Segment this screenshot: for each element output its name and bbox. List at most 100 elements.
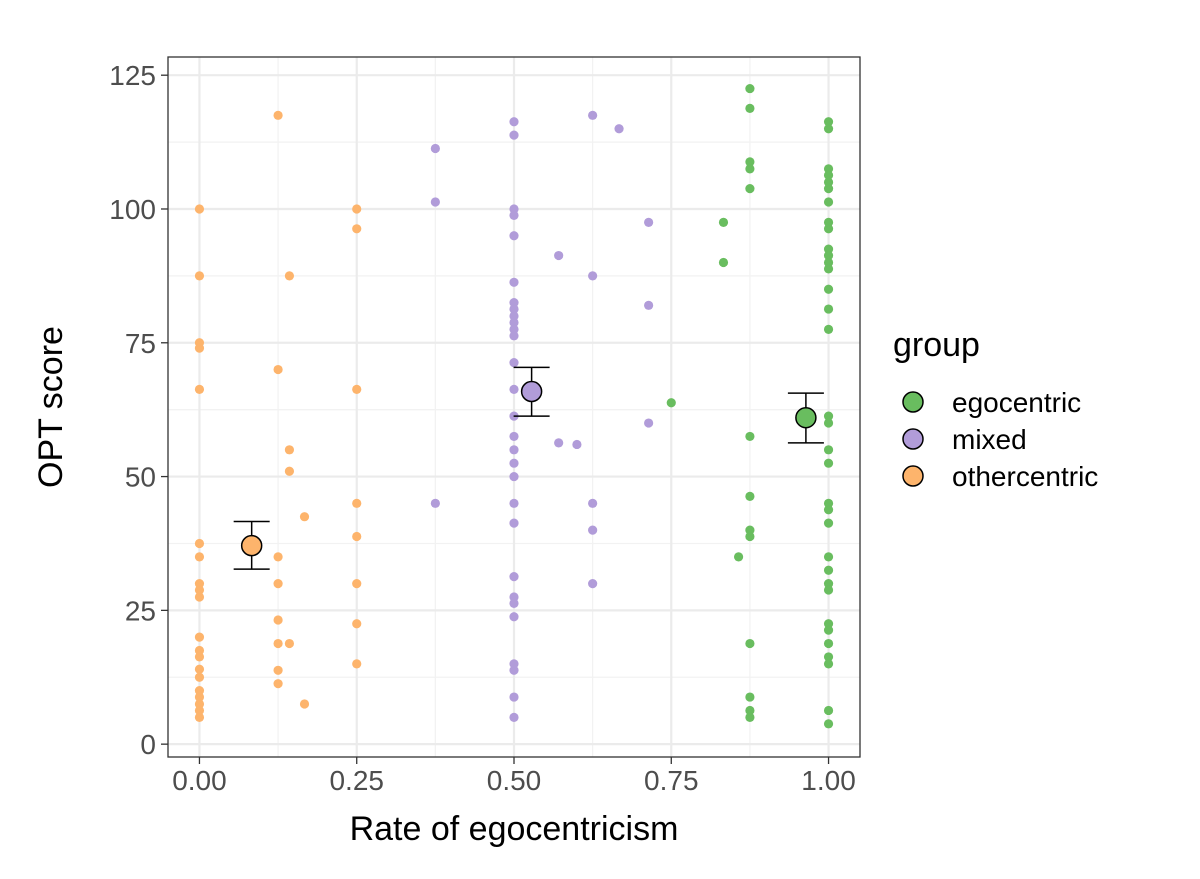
data-point-othercentric (284, 271, 295, 281)
data-point-othercentric (273, 665, 283, 675)
data-point-egocentric (823, 164, 834, 174)
data-point-othercentric (194, 652, 205, 662)
data-point-mixed (509, 665, 519, 675)
data-point-othercentric (273, 615, 283, 625)
data-point-egocentric (823, 284, 834, 294)
data-point-mixed (509, 572, 519, 582)
data-point-egocentric (823, 177, 834, 187)
data-point-egocentric (823, 224, 834, 234)
data-point-egocentric (823, 264, 834, 274)
data-point-othercentric (194, 592, 205, 602)
data-point-egocentric (733, 552, 744, 562)
data-point-egocentric (823, 304, 834, 314)
data-point-othercentric (284, 445, 295, 455)
data-point-egocentric (718, 257, 729, 268)
data-point-othercentric (273, 364, 283, 375)
data-point-mixed (509, 592, 519, 602)
data-point-egocentric (823, 498, 834, 508)
data-point-egocentric (823, 184, 834, 194)
data-point-othercentric (194, 204, 205, 214)
x-tick-label: 0.00 (172, 765, 227, 796)
data-point-egocentric (823, 659, 834, 669)
data-point-othercentric (194, 705, 205, 716)
data-point-mixed (509, 431, 519, 442)
data-point-egocentric (823, 579, 834, 589)
data-point-othercentric (284, 466, 295, 476)
data-point-othercentric (194, 343, 205, 353)
data-point-mixed (614, 124, 624, 134)
data-point-mixed (509, 598, 519, 609)
data-point-egocentric (745, 712, 755, 722)
data-point-othercentric (273, 638, 283, 649)
data-point-egocentric (745, 692, 755, 702)
data-point-egocentric (745, 525, 755, 535)
data-point-mixed (509, 458, 519, 468)
data-point-mixed (572, 439, 582, 450)
data-point-othercentric (194, 712, 205, 722)
legend-key (902, 428, 924, 450)
data-point-egocentric (718, 217, 729, 227)
data-point-othercentric (352, 498, 362, 508)
y-axis-title: OPT score (32, 326, 70, 488)
data-point-othercentric (194, 692, 205, 702)
data-point-othercentric (352, 224, 362, 234)
data-point-egocentric (745, 531, 755, 542)
data-point-egocentric (823, 619, 834, 629)
data-point-mixed (509, 518, 519, 528)
x-tick-label: 0.25 (329, 765, 384, 796)
data-point-egocentric (823, 505, 834, 515)
y-tick-label: 75 (125, 328, 156, 359)
data-point-mixed (509, 311, 519, 321)
legend-key (902, 465, 924, 487)
y-tick-label: 25 (125, 595, 156, 626)
data-point-egocentric (823, 217, 834, 227)
data-point-mixed (588, 498, 598, 508)
data-point-mixed (509, 304, 519, 314)
group-means (233, 366, 824, 570)
legend-label: egocentric (952, 387, 1081, 418)
data-point-egocentric (823, 411, 834, 421)
data-point-othercentric (194, 645, 205, 656)
data-point-mixed (509, 117, 519, 127)
data-point-egocentric (745, 184, 755, 194)
data-point-egocentric (823, 652, 834, 662)
data-point-othercentric (299, 512, 310, 522)
data-point-egocentric (745, 157, 755, 167)
data-point-othercentric (352, 579, 362, 589)
legend-item-othercentric: othercentric (902, 461, 1098, 492)
data-point-mixed (554, 250, 564, 261)
data-point-egocentric (823, 445, 834, 455)
data-point-egocentric (823, 244, 834, 254)
legend-key (902, 391, 924, 413)
grid (168, 57, 860, 757)
data-point-mixed (509, 612, 519, 622)
data-point-othercentric (194, 672, 205, 682)
data-point-mixed (509, 130, 519, 140)
data-point-egocentric (745, 83, 755, 94)
data-point-egocentric (745, 164, 755, 174)
mean-errorbar-egocentric (787, 392, 824, 444)
data-point-mixed (554, 438, 564, 448)
data-point-mixed (509, 445, 519, 455)
data-point-mixed (588, 579, 598, 589)
data-point-egocentric (823, 585, 834, 595)
data-point-othercentric (273, 579, 283, 589)
data-point-egocentric (823, 458, 834, 468)
data-point-egocentric (745, 431, 755, 442)
legend-title: group (893, 326, 980, 364)
data-point-othercentric (194, 632, 205, 642)
axes: 0.00 0.25 0.50 0.75 1.00 0 25 50 75 100 125 (109, 60, 856, 796)
data-point-othercentric (194, 538, 205, 549)
data-point-egocentric (823, 418, 834, 428)
data-point-othercentric (194, 579, 205, 589)
data-point-egocentric (745, 705, 755, 716)
data-point-mixed (509, 471, 519, 482)
data-point-egocentric (745, 491, 755, 501)
data-point-mixed (588, 525, 598, 535)
data-point-mixed (509, 210, 519, 221)
data-point-mixed (509, 498, 519, 508)
data-point-othercentric (194, 699, 205, 709)
data-point-othercentric (273, 110, 283, 120)
data-point-egocentric (823, 170, 834, 180)
data-point-othercentric (299, 699, 310, 709)
